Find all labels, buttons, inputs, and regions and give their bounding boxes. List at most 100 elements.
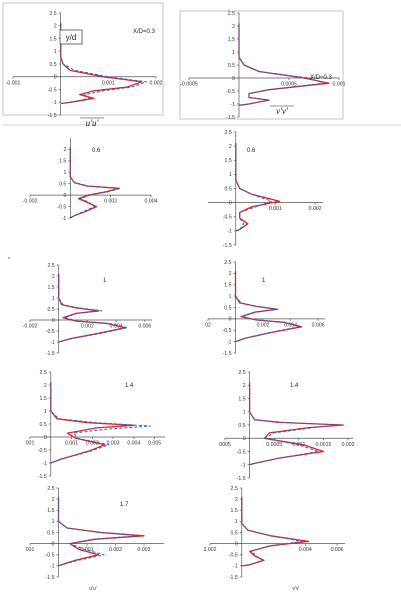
- x-tick-label: 0.002: [81, 324, 94, 330]
- x-tick-label: 0.002: [257, 322, 270, 328]
- y-tick-label: 2: [235, 497, 238, 503]
- y-tick-label: -1: [227, 339, 232, 345]
- x-tick-label: 02: [205, 322, 211, 328]
- y-tick-label: 2.5: [224, 260, 231, 266]
- y-tick-label: 0.5: [238, 423, 245, 429]
- y-tick-label: -0.5: [226, 89, 235, 95]
- x-tick-label: 0.002: [309, 206, 322, 212]
- y-tick-label: 2.5: [225, 130, 232, 136]
- y-tick-label: 0: [229, 200, 232, 206]
- y-tick-label: 0.5: [59, 182, 66, 188]
- y-tick-label: 2: [243, 383, 246, 389]
- y-tick-label: 1: [44, 409, 47, 415]
- x-tick-label: 0.001: [81, 547, 94, 553]
- y-tick-label: -1.5: [48, 113, 57, 119]
- chart-panel-9: -1.5 -1 -0.5 0 0.5 1 1.5 2 2.5 001 0.001 0.002 0.003…: [26, 486, 164, 592]
- x-tick-label: 0.004: [299, 547, 312, 553]
- y-tick-label: 1.5: [231, 508, 238, 514]
- panel-label: 0.6: [247, 148, 256, 154]
- y-tick-label: -0.5: [48, 87, 57, 93]
- series-line-dashed: [241, 496, 303, 567]
- series-line-solid: [60, 23, 143, 105]
- x-axis-title: v'v': [293, 586, 300, 592]
- y-tick-label: 1: [63, 170, 66, 176]
- y-tick-label: 2.5: [238, 370, 245, 376]
- chart-panel-3: -1 -0.5 0 0.5 1 1.5 2 -0.002 0.002 0.004 0.6: [23, 138, 158, 222]
- y-tick-label: -0.5: [229, 553, 238, 559]
- series-line-dashed: [235, 143, 272, 232]
- chart-panel-7: -1.5 -1 -0.5 0 0.5 1 1.5 2 2.5 001 0.001 0.002 0.003…: [26, 370, 165, 480]
- y-tick-label: 1.5: [47, 508, 54, 514]
- y-tick-label: 2: [52, 497, 55, 503]
- panel-label: X/D=0.3: [310, 75, 333, 81]
- chart-panel-10: -1.5 -1 -0.5 0 0.5 1 1.5 2 2.5 3.002 0.004 0.006 v'v…: [204, 486, 345, 592]
- y-tick-label: -0.5: [46, 329, 55, 335]
- x-tick-label: 0.001: [65, 441, 78, 447]
- x-tick-label: -0.0005: [180, 82, 198, 88]
- x-axis-title: v'v': [276, 106, 289, 116]
- stray-dot: [8, 257, 10, 259]
- y-tick-label: -0.5: [223, 328, 232, 334]
- y-tick-label: 2.5: [49, 11, 56, 17]
- panel-label: 1.4: [125, 383, 134, 389]
- y-tick-label: -1: [241, 463, 246, 469]
- x-tick-label: 0.003: [107, 441, 120, 447]
- y-tick-label: -1.5: [46, 575, 55, 581]
- x-tick-label: 0005: [219, 442, 231, 448]
- y-tick-label: 2.5: [231, 486, 238, 492]
- x-tick-label: 0.005: [148, 441, 161, 447]
- y-tick-label: 0.5: [47, 530, 54, 536]
- y-tick-label: -0.5: [46, 553, 55, 559]
- y-tick-label: 2: [52, 274, 55, 280]
- series-line-dashed: [235, 271, 300, 343]
- y-tick-label: 0: [54, 75, 57, 81]
- y-tick-label: 1: [243, 410, 246, 416]
- series-line-solid: [248, 382, 344, 466]
- chart-panel-6: -1.5 -1 -0.5 0 0.5 1 1.5 2 2.5 02 0.002 0.004 0.006 1: [205, 260, 325, 357]
- x-tick-label: 0.004: [127, 441, 140, 447]
- y-tick-label: 2: [63, 147, 66, 153]
- y-tick-label: 1: [229, 294, 232, 300]
- y-tick-label: 0.5: [228, 63, 235, 69]
- y-tick-label: 1.5: [40, 396, 47, 402]
- y-tick-label: -0.5: [57, 204, 66, 210]
- y-tick-label: -1: [42, 461, 47, 467]
- x-tick-label: 0.0005: [281, 82, 297, 88]
- y-tick-label: -1.5: [237, 476, 246, 482]
- x-tick-label: 0.0015: [316, 442, 332, 448]
- y-tick-label: 1: [232, 50, 235, 56]
- panel-frame-vv-top: [179, 10, 344, 120]
- series-line-solid: [50, 382, 135, 464]
- series-line-dashed: [249, 382, 339, 466]
- panel-label: 1.4: [290, 383, 299, 389]
- y-tick-label: -1.5: [46, 351, 55, 357]
- x-tick-label: 3.002: [204, 547, 217, 553]
- x-tick-label: 001: [26, 547, 35, 553]
- x-tick-label: 0.002: [150, 80, 163, 86]
- x-tick-label: 0.001: [102, 80, 115, 86]
- x-tick-label: 0.006: [331, 547, 344, 553]
- x-tick-label: -0.001: [6, 80, 21, 86]
- y-tick-label: -1.5: [226, 115, 235, 121]
- series-line-solid: [234, 271, 303, 343]
- chart-panel-4: -1.5 -1 -0.5 0 0.5 1 1.5 2 2.5 0.001 0.002 0.6: [208, 130, 323, 249]
- x-tick-label: 0.002: [342, 442, 355, 448]
- x-tick-label: 0.002: [109, 547, 122, 553]
- series-line-dashed: [238, 23, 325, 106]
- y-tick-label: 1.5: [238, 396, 245, 402]
- series-line-dashed: [58, 496, 139, 567]
- chart-panel-5: -1.5 -1 -0.5 0 0.5 1 1.5 2 2.5 -0.002 0.002 0.004 0.…: [23, 263, 152, 357]
- x-tick-label: 0.004: [110, 324, 123, 330]
- y-tick-label: -1.5: [223, 243, 232, 249]
- y-tick-label: 1.5: [47, 285, 54, 291]
- y-tick-label: 1: [54, 49, 57, 55]
- x-tick-label: 0.003: [138, 547, 151, 553]
- y-tick-label: 0.5: [47, 307, 54, 313]
- y-tick-label: -1.5: [38, 474, 47, 480]
- chart-panel-1: -1.5 -1 -0.5 0 0.5 1 1.5 2 2.5 -0.001 0.001 0.002 X/…: [6, 11, 163, 128]
- y-tick-label: -1: [230, 102, 235, 108]
- y-tick-label: 0: [63, 193, 66, 199]
- y-tick-label: -0.5: [237, 449, 246, 455]
- y-tick-label: 0.5: [49, 62, 56, 68]
- y-tick-label: 2: [229, 271, 232, 277]
